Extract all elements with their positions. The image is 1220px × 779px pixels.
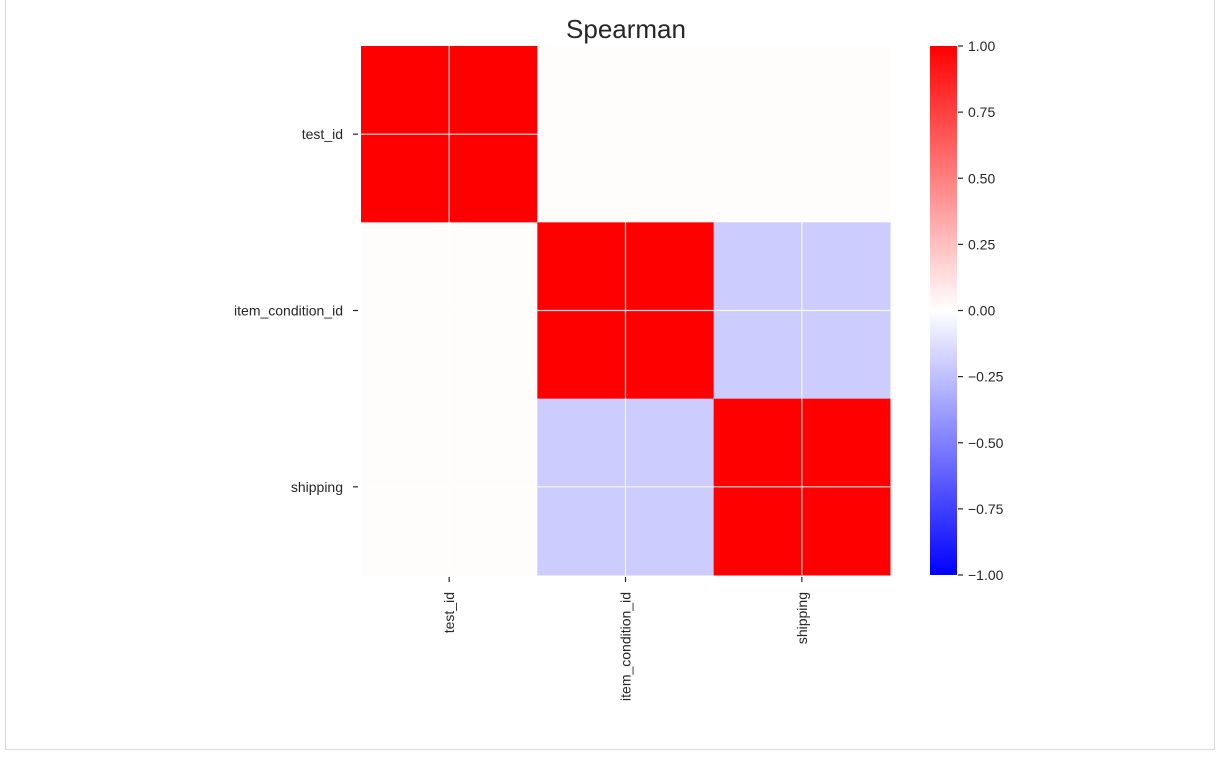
colorbar-tick-label: −0.75 <box>968 501 1004 517</box>
y-tick-label: shipping <box>291 479 343 495</box>
chart-title: Spearman <box>566 14 686 44</box>
colorbar <box>930 46 957 575</box>
colorbar-tick-label: −0.25 <box>968 369 1004 385</box>
y-tick-label: item_condition_id <box>234 303 343 319</box>
figure-frame <box>5 0 1215 750</box>
colorbar-tick-label: 0.25 <box>968 236 995 252</box>
x-tick-label: item_condition_id <box>618 592 634 701</box>
colorbar-tick-label: −0.50 <box>968 435 1004 451</box>
colorbar-tick-label: 0.00 <box>968 303 995 319</box>
colorbar-tick-label: 0.50 <box>968 170 995 186</box>
colorbar-tick-label: −1.00 <box>968 567 1004 583</box>
colorbar-tick-label: 0.75 <box>968 104 995 120</box>
x-tick-label: test_id <box>441 592 457 633</box>
y-tick-label: test_id <box>302 126 343 142</box>
x-tick-label: shipping <box>794 592 810 644</box>
colorbar-tick-label: 1.00 <box>968 38 995 54</box>
